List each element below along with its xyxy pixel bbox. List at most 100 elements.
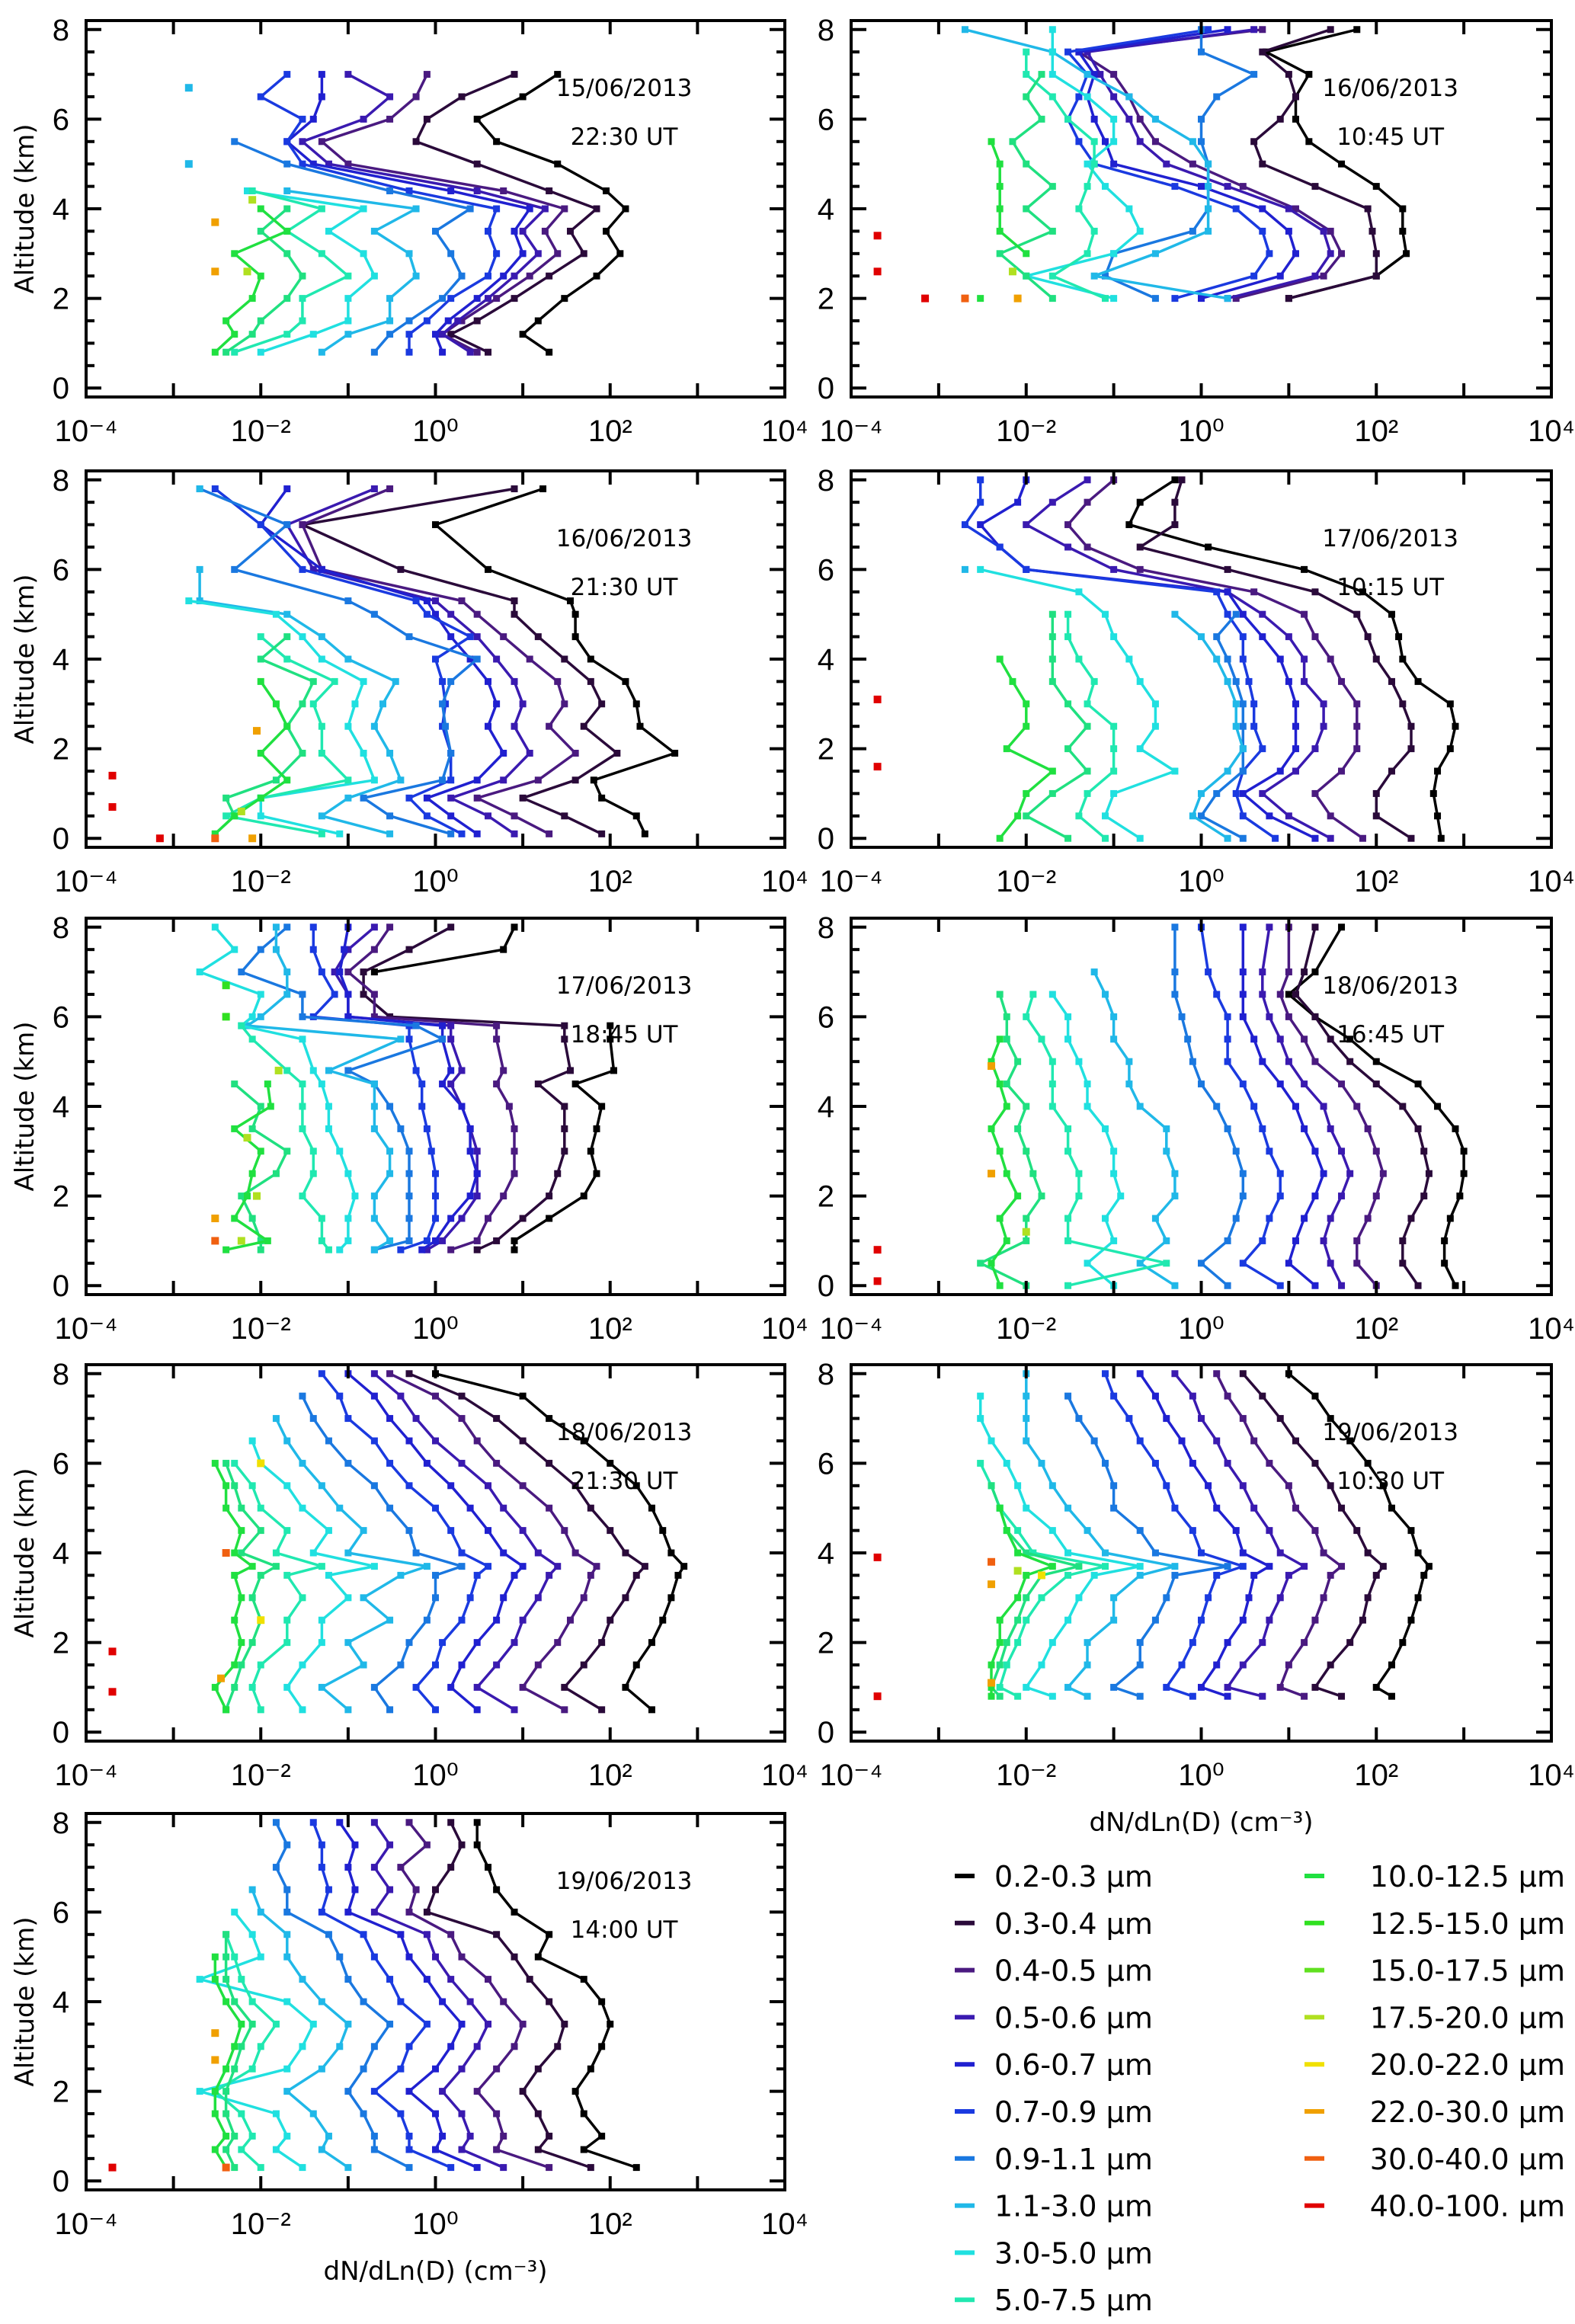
date-label: 15/06/2013 [556,75,693,102]
x-tick-label: 10⁴ [1528,1759,1575,1792]
y-tick-label: 4 [818,1537,834,1570]
data-point [539,485,547,493]
data-point [1008,267,1016,276]
data-point [996,991,1004,998]
data-point [1013,294,1022,303]
series-0.2-0.3 [432,485,679,837]
series-line [399,1821,550,2169]
data-point [257,633,264,641]
data-point [108,1647,117,1656]
series-line [1173,927,1245,1287]
series-line [287,189,418,354]
data-point [1014,1692,1022,1700]
y-tick-label: 6 [53,553,69,587]
y-tick-label: 8 [53,464,69,498]
series-line [990,1507,1055,1697]
y-tick-label: 8 [53,1807,69,1840]
series-line [251,1440,376,1711]
data-point [231,2164,238,2172]
data-point [996,1282,1004,1289]
series-line [1025,614,1089,840]
series-line [333,926,479,1251]
series-line [389,1372,598,1711]
data-point [587,2164,594,2172]
date-label: 17/06/2013 [1322,525,1458,552]
series-7.5-10.0 [222,1931,256,2172]
series-line [425,1822,591,2169]
data-point [1414,1282,1422,1289]
series-line [198,569,402,836]
time-label: 18:45 UT [571,1021,679,1048]
data-point [511,71,518,78]
series-1.1-3.0 [1023,1370,1179,1700]
date-label: 19/06/2013 [556,1868,693,1895]
data-point [1437,834,1445,842]
data-point [447,924,455,931]
series-line [301,487,577,835]
legend-entry: 5.0-7.5 μm [955,2284,1153,2317]
data-point [257,1616,265,1625]
data-point [1272,834,1279,842]
data-point [432,1706,439,1714]
legend-entry: 15.0-17.5 μm [1304,1954,1565,1988]
data-point [1048,1692,1056,1700]
data-point [386,1370,394,1378]
data-point [511,1706,518,1714]
y-tick-label: 8 [818,911,834,945]
legend-label: 0.7-0.9 μm [994,2095,1153,2129]
series-line [1138,479,1413,840]
data-point [274,1066,283,1074]
y-tick-label: 0 [53,1716,69,1749]
data-point [988,1482,995,1490]
series-line [1093,971,1176,1287]
data-point [473,1246,481,1253]
x-tick-label: 10⁰ [412,865,459,898]
data-point [988,138,995,146]
x-tick-label: 10⁻⁴ [55,415,118,448]
data-point [211,834,219,843]
legend-label: 10.0-12.5 μm [1370,1860,1565,1893]
data-point [370,1819,378,1826]
legend-entry: 0.2-0.3 μm [955,1860,1153,1893]
data-point [988,1170,996,1178]
series-line [1264,28,1408,300]
legend-label: 30.0-40.0 μm [1370,2143,1565,2176]
data-point [211,1459,219,1467]
data-point [1239,1370,1247,1378]
data-point [996,1036,1004,1043]
data-point [546,2164,553,2172]
series-line [301,73,547,354]
series-0.7-0.9 [309,1819,455,2172]
series-line [225,207,304,354]
series-1.1-3.0 [248,1886,352,2172]
data-point [1205,26,1212,34]
series-10.0-12.5 [211,1953,245,2172]
y-axis-title: Altitude (km) [10,1916,40,2086]
data-point [370,1370,378,1378]
series-line [373,1372,559,1711]
panel-1: 10⁻⁴ 10⁻² 10⁰ 10² 10⁴ 0 2 4 6 8 Altitude (km) 15/06… [10,14,808,448]
data-point [1171,476,1179,484]
y-tick-label: 0 [53,822,69,856]
x-tick-label: 10² [588,865,632,898]
data-point [873,763,882,771]
legend-label: 0.6-0.7 μm [994,2048,1153,2082]
data-point [1136,1370,1144,1378]
series-0.6-0.7 [336,924,481,1253]
data-point [977,295,984,303]
data-point [196,485,203,493]
series-line [1077,28,1298,300]
date-label: 16/06/2013 [556,525,693,552]
series-line [259,488,505,835]
series-line [963,479,1276,840]
x-tick-label: 10² [588,415,632,448]
data-point [873,1246,882,1254]
series-0.6-0.7 [1239,924,1327,1289]
data-point [272,1415,280,1423]
series-line [301,1395,463,1711]
series-7.5-10.0 [996,71,1056,303]
data-point [1232,610,1240,618]
date-label: 19/06/2013 [1322,1419,1458,1446]
data-point [264,1080,271,1088]
data-point [873,695,882,703]
